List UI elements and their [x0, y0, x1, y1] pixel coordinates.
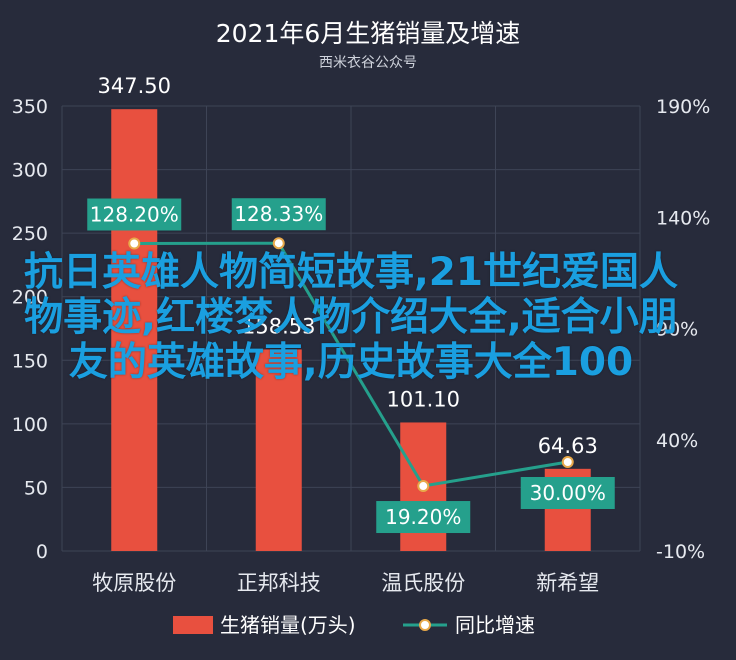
line-path — [134, 241, 568, 488]
line-value-label: 128.33% — [234, 202, 323, 226]
line-series — [128, 237, 574, 493]
line-point — [272, 237, 285, 250]
bar — [255, 349, 302, 551]
legend-bar-label: 生猪销量(万头) — [220, 613, 356, 637]
line-label-box — [376, 501, 471, 534]
bar — [111, 109, 158, 551]
legend: 生猪销量(万头) 同比增速 — [173, 613, 535, 637]
bar-value-label: 101.10 — [387, 387, 460, 411]
legend-line-label: 同比增速 — [455, 613, 535, 637]
line-value-labels: 128.20% 128.33% 19.20% 30.00% — [87, 198, 615, 534]
legend-bar-swatch — [173, 616, 213, 634]
category-label: 牧原股份 — [92, 571, 176, 595]
left-tick-label: 300 — [12, 160, 48, 182]
left-tick-label: 200 — [12, 287, 48, 309]
line-label-box — [520, 477, 615, 509]
left-tick-label: 250 — [12, 223, 48, 245]
left-tick-label: 350 — [12, 96, 48, 118]
line-label-box — [87, 198, 182, 231]
bar-value-label: 64.63 — [538, 434, 598, 458]
right-tick-label: 40% — [656, 430, 698, 452]
chart-title: 2021年6月生猪销量及增速 — [216, 19, 521, 48]
left-tick-label: 0 — [36, 541, 48, 563]
chart-subtitle: 西米衣谷公众号 — [319, 55, 417, 71]
left-tick-label: 100 — [12, 414, 48, 436]
grid-lines — [61, 105, 641, 552]
line-value-label: 19.20% — [385, 505, 461, 529]
bar-value-label: 347.50 — [98, 74, 171, 98]
axis-tick-labels: 0 50 100 150 200 250 300 350 -10% 40% 90% 140% 190% 牧… — [12, 96, 711, 595]
right-tick-label: 90% — [656, 319, 698, 341]
category-label: 正邦科技 — [237, 571, 321, 595]
category-label: 新希望 — [536, 571, 599, 595]
right-tick-label: 140% — [656, 207, 710, 229]
line-point — [561, 456, 574, 468]
line-point — [128, 237, 141, 250]
category-label: 温氏股份 — [381, 571, 465, 595]
right-tick-label: -10% — [656, 541, 705, 563]
right-tick-label: 190% — [656, 96, 710, 118]
line-value-label: 30.00% — [530, 481, 606, 505]
legend-line-marker — [419, 619, 431, 631]
overlay-caption: 抗日英雄人物简短故事,21世纪爱国人物事迹,红楼梦人物介绍大全,适合小朋友的英雄… — [23, 250, 679, 385]
left-tick-label: 50 — [24, 477, 48, 499]
bar-value-labels: 347.50 158.53 101.10 64.63 — [98, 74, 598, 458]
line-label-box — [231, 198, 326, 231]
bar-value-label: 158.53 — [242, 314, 315, 338]
line-value-label: 128.20% — [90, 203, 179, 227]
left-tick-label: 150 — [12, 350, 48, 372]
line-point — [417, 480, 430, 493]
